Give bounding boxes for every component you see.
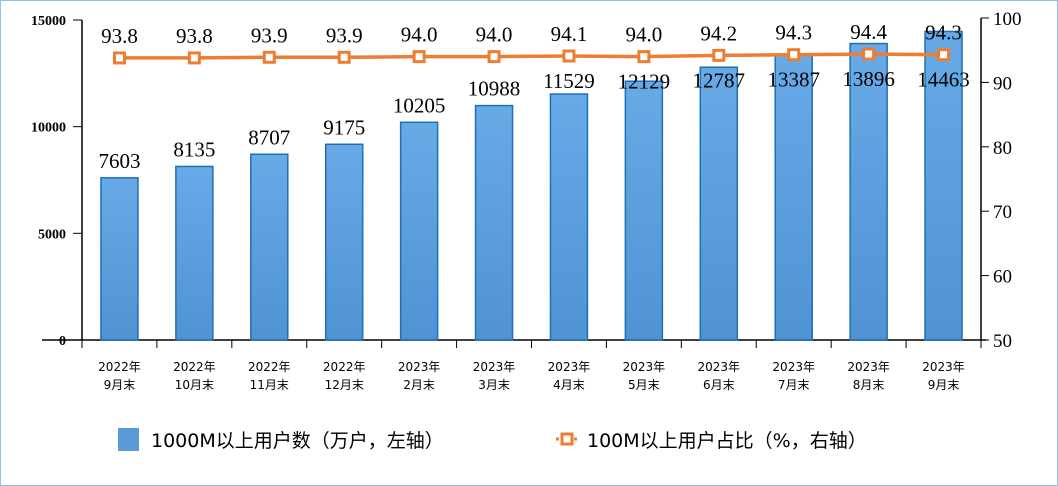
- x-tick-label: 9月末: [104, 378, 136, 392]
- line-marker: [412, 50, 426, 64]
- bar-data-label: 10205: [393, 93, 446, 117]
- line-data-label: 94.2: [700, 21, 737, 45]
- x-tick-label: 5月末: [628, 378, 660, 392]
- left-tick-label: 10000: [31, 121, 66, 136]
- legend-bar-swatch: [118, 428, 139, 451]
- bar-data-label: 10988: [468, 77, 521, 101]
- line-data-label: 94.0: [626, 23, 663, 47]
- line-marker: [937, 48, 951, 62]
- x-tick-label: 12月末: [325, 378, 364, 392]
- x-tick-label: 2023年: [398, 360, 441, 374]
- legend-line-label: 100M以上用户占比（%，右轴）: [587, 430, 867, 452]
- bar-data-label: 11529: [543, 69, 595, 93]
- line-marker: [862, 47, 876, 61]
- x-tick-label: 2023年: [698, 360, 741, 374]
- bar: [699, 66, 739, 341]
- bar: [774, 53, 813, 341]
- line-marker: [262, 50, 276, 64]
- x-tick-label: 9月末: [928, 378, 960, 392]
- x-tick-label: 2022年: [173, 360, 216, 374]
- x-tick-label: 2023年: [548, 360, 591, 374]
- line-data-label: 94.3: [925, 21, 962, 45]
- bar: [624, 80, 664, 341]
- line-series: [119, 52, 944, 60]
- left-tick-label: 0: [59, 334, 66, 349]
- x-tick-label: 2023年: [847, 360, 890, 374]
- x-tick-label: 2022年: [248, 360, 291, 374]
- x-tick-label: 6月末: [703, 378, 735, 392]
- x-tick-label: 2022年: [323, 360, 366, 374]
- right-tick-label: 50: [993, 331, 1012, 352]
- line-data-label: 93.8: [176, 24, 213, 48]
- x-tick-label: 11月末: [250, 378, 289, 392]
- bar: [100, 177, 139, 341]
- bar: [549, 93, 589, 341]
- x-tick-label: 3月末: [478, 378, 510, 392]
- x-tick-label: 2023年: [623, 360, 666, 374]
- bar-data-label: 8135: [173, 137, 215, 161]
- line-data-label: 94.3: [775, 21, 812, 45]
- x-tick-label: 2023年: [473, 360, 516, 374]
- bar-data-label: 13896: [842, 67, 895, 91]
- line-marker: [487, 50, 501, 64]
- x-tick-label: 2023年: [772, 360, 815, 374]
- bar-data-label: 13387: [767, 68, 820, 92]
- line-marker: [112, 51, 126, 65]
- legend-line-marker: [560, 432, 574, 446]
- x-tick-label: 2月末: [403, 378, 435, 392]
- line-data-label: 94.0: [476, 23, 513, 47]
- left-tick-label: 15000: [31, 14, 66, 29]
- bar: [924, 30, 963, 341]
- line-data-label: 93.9: [251, 23, 288, 47]
- line-data-label: 94.0: [401, 23, 438, 47]
- bar: [324, 143, 364, 341]
- bar: [175, 165, 214, 341]
- bar-data-label: 14463: [917, 68, 970, 92]
- right-tick-label: 100: [993, 9, 1022, 30]
- x-tick-label: 10月末: [175, 378, 214, 392]
- left-tick-label: 5000: [38, 227, 66, 242]
- bar-data-label: 9175: [323, 115, 365, 139]
- line-data-label: 94.4: [850, 20, 887, 44]
- x-tick-label: 2023年: [922, 360, 965, 374]
- line-marker: [712, 48, 726, 62]
- line-data-label: 94.1: [551, 22, 588, 46]
- bar-data-label: 12129: [618, 70, 671, 94]
- bar: [849, 42, 888, 341]
- right-tick-label: 90: [993, 73, 1012, 94]
- line-marker: [637, 50, 651, 64]
- bar: [399, 121, 439, 341]
- line-marker: [787, 48, 801, 62]
- x-tick-label: 4月末: [553, 378, 585, 392]
- x-tick-label: 7月末: [778, 378, 810, 392]
- line-data-label: 93.8: [101, 24, 138, 48]
- line-marker: [562, 49, 576, 63]
- bar-data-label: 8707: [248, 125, 290, 149]
- line-data-label: 93.9: [326, 23, 363, 47]
- right-tick-label: 60: [993, 267, 1012, 288]
- bar: [474, 104, 514, 341]
- x-tick-label: 8月末: [853, 378, 885, 392]
- legend-bar-label: 1000M以上用户数（万户，左轴）: [151, 430, 444, 452]
- bar-data-label: 7603: [98, 149, 140, 173]
- line-marker: [337, 50, 351, 64]
- bar: [250, 153, 289, 341]
- x-tick-label: 2022年: [98, 360, 141, 374]
- bar-data-label: 12787: [693, 68, 746, 92]
- right-tick-label: 80: [993, 138, 1012, 159]
- line-marker: [187, 51, 201, 65]
- right-tick-label: 70: [993, 202, 1012, 223]
